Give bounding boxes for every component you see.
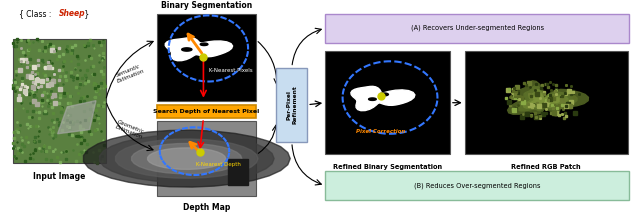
- Polygon shape: [100, 135, 274, 183]
- Text: Binary Segmentation: Binary Segmentation: [161, 1, 252, 10]
- Text: Refined Binary Segmentation: Refined Binary Segmentation: [333, 164, 442, 170]
- Bar: [157, 121, 256, 196]
- Bar: [13, 39, 106, 163]
- Text: Sheep: Sheep: [59, 9, 86, 18]
- Text: Input Image: Input Image: [33, 172, 85, 181]
- Text: { Class :: { Class :: [19, 9, 54, 18]
- Polygon shape: [351, 86, 415, 111]
- Text: Per-Pixel
Refinement: Per-Pixel Refinement: [287, 85, 297, 124]
- Polygon shape: [132, 144, 242, 174]
- Polygon shape: [58, 101, 96, 134]
- Bar: [325, 171, 629, 200]
- Bar: [325, 14, 629, 43]
- Text: }: }: [82, 9, 89, 18]
- Polygon shape: [165, 38, 232, 61]
- Polygon shape: [524, 90, 568, 108]
- Text: K-Nearest Pixels: K-Nearest Pixels: [209, 68, 253, 73]
- Polygon shape: [508, 81, 588, 114]
- Polygon shape: [182, 48, 192, 51]
- Text: Search Depth of Nearest Pixel: Search Depth of Nearest Pixel: [153, 109, 260, 114]
- Polygon shape: [148, 148, 226, 169]
- Bar: [276, 67, 307, 142]
- Polygon shape: [369, 98, 376, 100]
- Bar: [157, 105, 256, 118]
- Bar: [325, 51, 450, 155]
- Polygon shape: [228, 159, 248, 185]
- Text: Pixel Correction: Pixel Correction: [356, 129, 405, 134]
- Bar: [465, 51, 628, 155]
- Polygon shape: [83, 130, 291, 187]
- Text: (A) Recovers Under-segmented Regions: (A) Recovers Under-segmented Regions: [410, 25, 544, 31]
- Text: Semantic
Estimation: Semantic Estimation: [115, 63, 145, 84]
- Polygon shape: [529, 93, 560, 106]
- Polygon shape: [200, 43, 208, 46]
- Text: K-Nearest Depth: K-Nearest Depth: [196, 162, 241, 167]
- Polygon shape: [116, 139, 258, 178]
- Text: Depth Map: Depth Map: [182, 203, 230, 212]
- Bar: [157, 14, 256, 101]
- Text: Geometric
Estimation: Geometric Estimation: [115, 119, 145, 140]
- Polygon shape: [516, 86, 577, 111]
- Text: Refined RGB Patch: Refined RGB Patch: [511, 164, 581, 170]
- Polygon shape: [380, 93, 388, 96]
- Text: (B) Reduces Over-segmented Regions: (B) Reduces Over-segmented Regions: [414, 182, 540, 189]
